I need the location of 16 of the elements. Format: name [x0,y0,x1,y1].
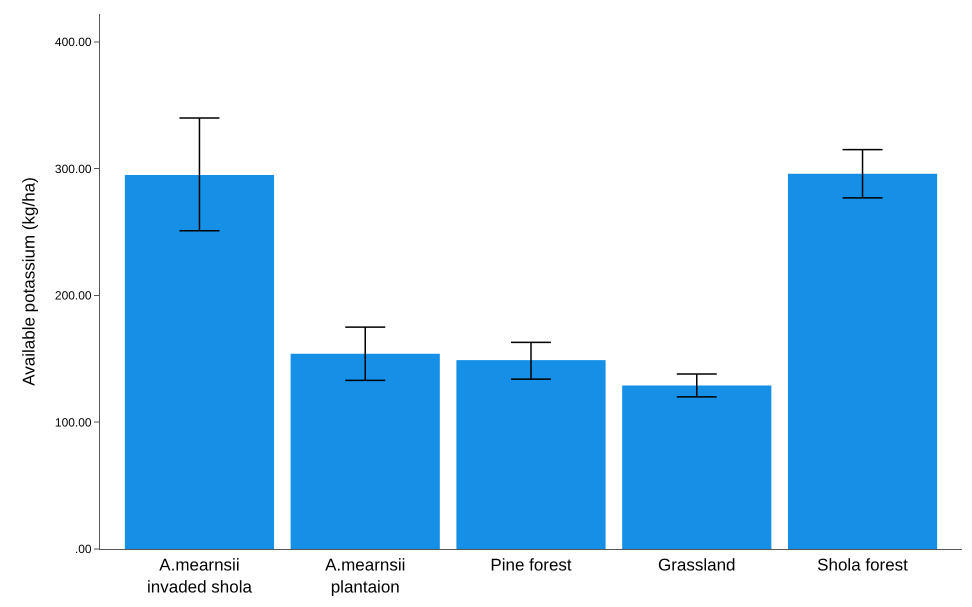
bar [622,385,772,549]
y-tick-label: 200.00 [54,288,92,303]
x-tick-label: Pine forest [490,555,572,574]
x-tick-label: Shola forest [817,555,908,574]
bar [456,360,606,549]
y-tick-label: .00 [74,542,92,556]
y-tick-label: 100.00 [54,415,92,430]
bar [788,174,938,549]
x-tick-label: Grassland [658,555,736,574]
x-tick-label: A.mearnsii invaded shola [147,555,252,596]
x-tick-label: A.mearnsii plantaion [325,555,406,596]
bar [124,175,274,549]
y-tick-label: 400.00 [54,35,92,50]
bar [290,354,440,549]
y-tick-label: 300.00 [54,162,92,176]
y-axis-title: Available potassium (kg/ha) [19,177,38,386]
